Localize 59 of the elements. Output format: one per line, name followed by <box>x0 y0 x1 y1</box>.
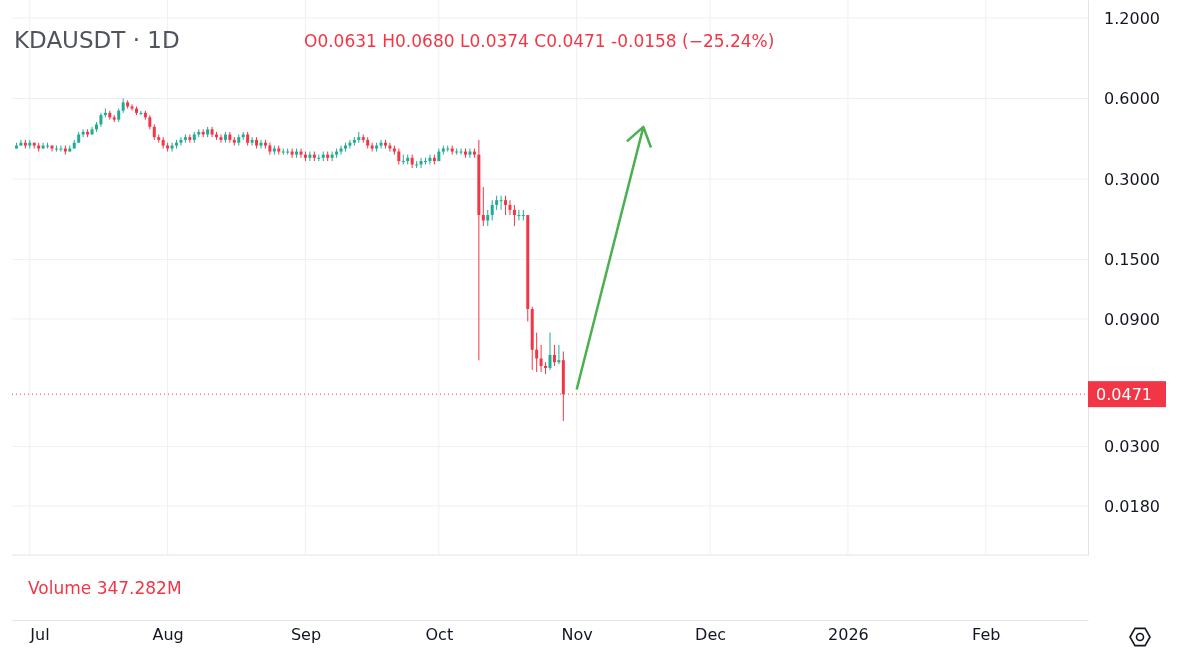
candlestick <box>170 142 174 153</box>
candlestick <box>557 344 561 365</box>
x-tick-label: Nov <box>561 625 593 645</box>
candlestick <box>41 142 45 150</box>
candlestick <box>290 148 294 159</box>
candlestick <box>512 204 516 227</box>
candlestick <box>250 136 254 147</box>
x-tick-label: Aug <box>152 625 184 645</box>
candlestick <box>388 142 392 153</box>
y-tick-label: 0.0900 <box>1104 309 1160 329</box>
candlestick <box>370 142 374 153</box>
x-tick-label: Dec <box>695 625 727 645</box>
candlestick <box>130 103 134 112</box>
candlestick <box>468 148 472 159</box>
candlestick <box>219 134 223 144</box>
candlestick <box>499 195 503 211</box>
candlestick <box>490 199 494 221</box>
candlestick <box>19 139 23 147</box>
candlestick <box>379 139 383 150</box>
x-tick-label: Oct <box>425 625 454 645</box>
x-tick-label: 2026 <box>828 625 869 645</box>
candlestick <box>139 110 143 116</box>
candlestick <box>330 151 334 162</box>
candlestick <box>59 145 63 153</box>
candlestick <box>50 145 54 153</box>
y-tick-label: 0.0180 <box>1104 496 1160 516</box>
text: KDAUSDT · 1D <box>14 27 180 53</box>
y-tick-label: 0.0300 <box>1104 437 1160 457</box>
candlestick <box>348 139 352 150</box>
y-tick-label: 0.6000 <box>1104 89 1160 109</box>
x-tick-label: Feb <box>972 625 1001 645</box>
candlestick <box>552 344 556 367</box>
candlestick <box>535 332 539 373</box>
annotation: O0.0631 H0.0680 L0.0374 C0.0471 -0.0158 (−25.24%) <box>304 31 775 51</box>
x-tick-label: Sep <box>290 625 322 645</box>
candlestick <box>428 154 432 165</box>
candlestick <box>517 209 521 221</box>
candlestick <box>508 199 512 216</box>
candlestick <box>308 151 312 162</box>
candlestick <box>339 145 343 156</box>
candlestick <box>299 148 303 159</box>
candlestick <box>188 134 192 144</box>
ref-line-label: 0.0471 <box>1096 385 1152 405</box>
candlestick <box>459 148 463 156</box>
candlestick <box>228 131 232 144</box>
y-tick-label: 1.2000 <box>1104 8 1160 28</box>
candlestick <box>539 344 543 373</box>
candlestick <box>504 195 508 216</box>
candlestick <box>210 126 214 138</box>
y-tick-label: 0.1500 <box>1104 250 1160 270</box>
candlestick <box>481 186 485 227</box>
candlestick <box>179 136 183 147</box>
candlestick <box>548 332 552 371</box>
candlestick <box>268 142 272 156</box>
y-tick-label: 0.3000 <box>1104 169 1160 189</box>
candlestick <box>419 157 423 169</box>
x-tick-label: Jul <box>29 625 50 645</box>
candlestick <box>259 139 263 150</box>
text: Volume 347.282M <box>28 578 182 598</box>
